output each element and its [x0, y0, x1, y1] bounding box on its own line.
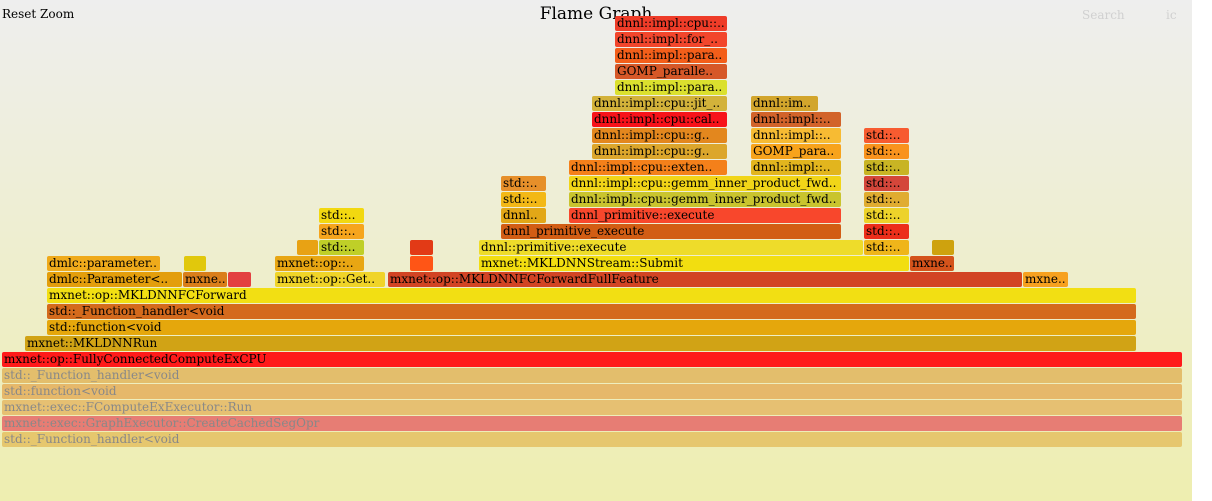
- reset-zoom-button[interactable]: Reset Zoom: [2, 7, 75, 21]
- flame-frame[interactable]: [410, 256, 433, 271]
- flame-frame[interactable]: std::_Function_handler<void: [2, 368, 1182, 383]
- flame-frame[interactable]: [297, 240, 318, 255]
- flame-frame[interactable]: dnnl::impl::..: [751, 112, 841, 127]
- flame-frame[interactable]: dnnl::impl::cpu::cal..: [592, 112, 727, 127]
- flame-frame[interactable]: mxne..: [910, 256, 954, 271]
- flame-frame[interactable]: dnnl_primitive_execute: [501, 224, 841, 239]
- flame-frame[interactable]: std::..: [501, 176, 546, 191]
- flame-frame[interactable]: dnnl::impl::..: [751, 160, 841, 175]
- flame-frame[interactable]: dnnl..: [501, 208, 546, 223]
- flame-frame[interactable]: dnnl::primitive::execute: [479, 240, 863, 255]
- flame-frame[interactable]: std::..: [864, 128, 909, 143]
- flame-frame[interactable]: dnnl::impl::cpu::gemm_inner_product_fwd.…: [569, 176, 841, 191]
- flame-frame[interactable]: mxnet::MKLDNNStream::Submit: [479, 256, 909, 271]
- flame-frame[interactable]: dnnl::impl::para..: [615, 48, 727, 63]
- flame-frame[interactable]: std::..: [864, 144, 909, 159]
- flame-frame[interactable]: [228, 272, 251, 287]
- flame-frame[interactable]: mxnet::op::MKLDNNFCForwardFullFeature: [388, 272, 1022, 287]
- flame-frame[interactable]: dnnl::impl::cpu::gemm_inner_product_fwd.…: [569, 192, 841, 207]
- flame-frame[interactable]: std::..: [319, 208, 364, 223]
- flame-frame[interactable]: dnnl::impl::..: [751, 128, 841, 143]
- flame-frame[interactable]: mxne..: [1023, 272, 1068, 287]
- ignore-case-toggle[interactable]: ic: [1166, 8, 1177, 22]
- flame-frame[interactable]: std::..: [501, 192, 546, 207]
- flame-frame[interactable]: dmlc::Parameter<..: [47, 272, 182, 287]
- flame-frame[interactable]: GOMP_para..: [751, 144, 841, 159]
- flame-frame[interactable]: GOMP_paralle..: [615, 64, 727, 79]
- flame-frame[interactable]: [932, 240, 954, 255]
- flame-frame[interactable]: [184, 256, 206, 271]
- flame-frame[interactable]: mxne..: [183, 272, 227, 287]
- flame-frame[interactable]: dnnl::impl::cpu::g..: [592, 144, 727, 159]
- flame-frame[interactable]: std::..: [864, 224, 909, 239]
- flame-frame[interactable]: mxnet::MKLDNNRun: [25, 336, 1136, 351]
- flame-frame[interactable]: mxnet::op::Get..: [275, 272, 385, 287]
- flame-frame[interactable]: mxnet::exec::GraphExecutor::CreateCached…: [2, 416, 1182, 431]
- search-button[interactable]: Search: [1082, 8, 1125, 22]
- flame-frame[interactable]: dnnl::impl::cpu::jit_..: [592, 96, 727, 111]
- flame-frame[interactable]: std::_Function_handler<void: [47, 304, 1136, 319]
- chart-title: Flame Graph: [539, 4, 653, 24]
- flame-frame[interactable]: std::function<void: [2, 384, 1182, 399]
- flame-frame[interactable]: std::..: [864, 160, 909, 175]
- flame-frame[interactable]: dnnl::im..: [751, 96, 818, 111]
- flame-frame[interactable]: dmlc::parameter..: [47, 256, 160, 271]
- flame-frame[interactable]: std::..: [319, 240, 364, 255]
- flame-frame[interactable]: mxnet::op::FullyConnectedComputeExCPU: [2, 352, 1182, 367]
- flame-frame[interactable]: dnnl::impl::cpu::g..: [592, 128, 727, 143]
- flame-frame[interactable]: std::..: [864, 192, 909, 207]
- flame-frame[interactable]: std::..: [864, 208, 909, 223]
- flame-frame[interactable]: std::_Function_handler<void: [2, 432, 1182, 447]
- flame-frame[interactable]: dnnl::impl::cpu::exten..: [569, 160, 727, 175]
- flame-frame[interactable]: std::function<void: [47, 320, 1136, 335]
- flame-frame[interactable]: dnnl::impl::para..: [615, 80, 727, 95]
- flame-frame[interactable]: mxnet::op::..: [275, 256, 364, 271]
- flame-frame[interactable]: mxnet::exec::FComputeExExecutor::Run: [2, 400, 1182, 415]
- flame-frame[interactable]: std::..: [864, 240, 909, 255]
- flame-frame[interactable]: dnnl::impl::cpu::..: [615, 16, 727, 31]
- flame-frame[interactable]: std::..: [864, 176, 909, 191]
- flame-frame[interactable]: mxnet::op::MKLDNNFCForward: [47, 288, 1136, 303]
- flame-frame[interactable]: dnnl_primitive::execute: [569, 208, 841, 223]
- flame-frame[interactable]: [410, 240, 433, 255]
- flame-frame[interactable]: std::..: [319, 224, 364, 239]
- flame-frame[interactable]: dnnl::impl::for_..: [615, 32, 727, 47]
